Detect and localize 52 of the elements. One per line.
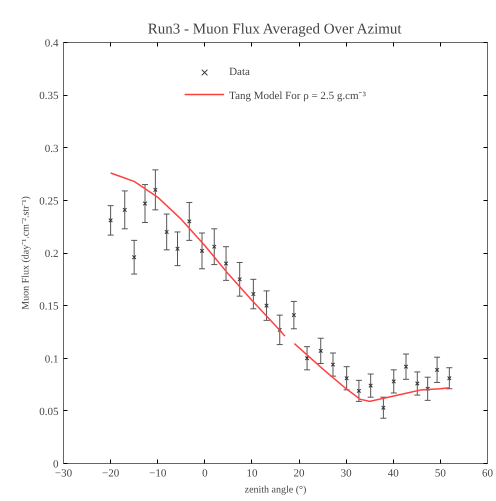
point <box>237 277 242 282</box>
point <box>164 230 169 234</box>
point <box>404 364 408 369</box>
x-axis-title: zenith angle (°) <box>244 484 306 496</box>
legend-label: Data <box>229 66 250 78</box>
y-tick-label: 0.25 <box>39 195 59 208</box>
x-tick-label: 10 <box>246 468 258 480</box>
x-tick-label: 60 <box>482 468 494 480</box>
legend-label: Tang Model For ρ = 2.5 g.cm⁻³ <box>229 88 366 102</box>
point <box>187 219 192 224</box>
point <box>356 388 362 394</box>
point <box>447 376 452 381</box>
x-tick-label: −10 <box>149 468 167 480</box>
y-tick-label: 0.2 <box>44 248 58 260</box>
point <box>108 218 113 223</box>
x-tick-label: 30 <box>340 468 352 480</box>
point <box>153 188 158 192</box>
x-tick-label: 40 <box>388 468 400 480</box>
x-tick-label: −20 <box>102 468 120 480</box>
x-tick-label: 50 <box>434 468 446 480</box>
y-tick-label: 0.15 <box>39 300 59 313</box>
point <box>318 348 323 354</box>
point <box>132 254 136 260</box>
x-tick-label: 20 <box>294 468 306 480</box>
point <box>415 381 420 386</box>
point <box>142 201 148 206</box>
point <box>434 368 440 372</box>
y-tick-label: 0.1 <box>44 353 58 366</box>
point <box>264 303 269 308</box>
point <box>292 312 296 318</box>
point <box>344 376 349 381</box>
y-tick-label: 0 <box>53 458 59 470</box>
point <box>224 261 228 266</box>
point <box>200 248 204 254</box>
y-tick-label: 0.3 <box>44 142 59 155</box>
point <box>381 405 386 410</box>
y-tick-label: 0.35 <box>39 90 59 102</box>
x-tick-label: 0 <box>202 468 208 480</box>
chart-title: Run3 - Muon Flux Averaged Over Azimut <box>148 22 402 38</box>
point <box>175 246 180 252</box>
point <box>304 356 310 361</box>
y-tick-label: 0.4 <box>44 38 59 50</box>
point <box>251 292 256 296</box>
point <box>212 244 217 249</box>
point <box>330 362 336 367</box>
point <box>425 386 430 392</box>
x-tick-label: −30 <box>54 468 73 480</box>
point <box>122 208 128 212</box>
y-axis-title: Muon Flux (day⁻¹.cm⁻².str⁻¹) <box>20 196 32 310</box>
y-tick-label: 0.05 <box>39 406 59 418</box>
point <box>391 379 396 384</box>
point <box>368 383 373 388</box>
